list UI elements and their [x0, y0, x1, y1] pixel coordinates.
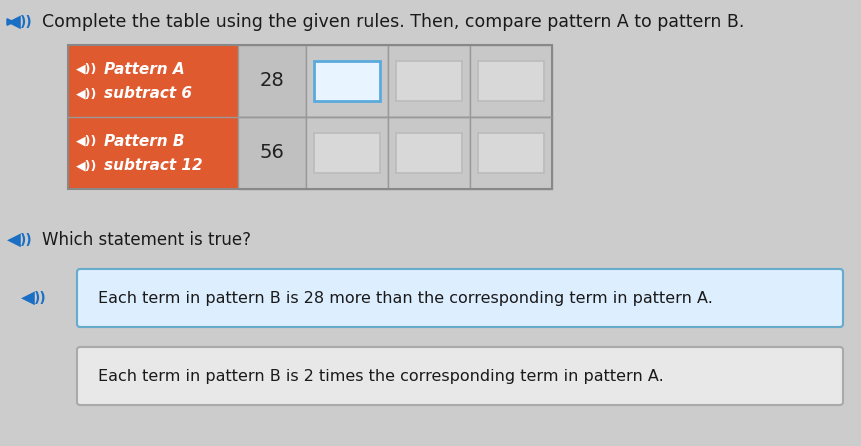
- Text: )): )): [34, 291, 46, 305]
- Text: ◀)): ◀)): [76, 135, 97, 148]
- Text: )): )): [20, 15, 33, 29]
- Bar: [387, 117, 469, 189]
- Bar: [387, 45, 469, 117]
- Bar: [306, 45, 387, 117]
- Text: subtract 6: subtract 6: [104, 87, 192, 102]
- Text: Each term in pattern B is 28 more than the corresponding term in pattern A.: Each term in pattern B is 28 more than t…: [98, 290, 712, 306]
- Text: 56: 56: [259, 144, 284, 162]
- Bar: [68, 117, 238, 189]
- Bar: [478, 133, 543, 173]
- FancyBboxPatch shape: [77, 347, 842, 405]
- Bar: [313, 133, 380, 173]
- Bar: [238, 117, 306, 189]
- Text: Complete the table using the given rules. Then, compare pattern A to pattern B.: Complete the table using the given rules…: [42, 13, 744, 31]
- Text: ◀: ◀: [7, 231, 21, 249]
- Bar: [395, 133, 461, 173]
- Text: ◀)): ◀)): [76, 87, 97, 100]
- FancyBboxPatch shape: [77, 269, 842, 327]
- Bar: [238, 45, 306, 117]
- Text: ◀)): ◀)): [76, 62, 97, 75]
- Bar: [395, 61, 461, 101]
- Bar: [68, 45, 551, 189]
- Text: ◀: ◀: [7, 13, 21, 31]
- Bar: [478, 61, 543, 101]
- Text: ◀)): ◀)): [76, 160, 97, 173]
- Bar: [306, 117, 387, 189]
- Text: Pattern B: Pattern B: [104, 133, 184, 149]
- Text: subtract 12: subtract 12: [104, 158, 202, 173]
- Bar: [469, 117, 551, 189]
- Text: Which statement is true?: Which statement is true?: [42, 231, 251, 249]
- Bar: [313, 61, 380, 101]
- Text: 28: 28: [259, 71, 284, 91]
- Bar: [68, 45, 238, 117]
- Text: Pattern A: Pattern A: [104, 62, 184, 77]
- Text: )): )): [20, 233, 33, 247]
- Text: Each term in pattern B is 2 times the corresponding term in pattern A.: Each term in pattern B is 2 times the co…: [98, 368, 663, 384]
- Bar: [469, 45, 551, 117]
- Text: ◀: ◀: [21, 289, 35, 307]
